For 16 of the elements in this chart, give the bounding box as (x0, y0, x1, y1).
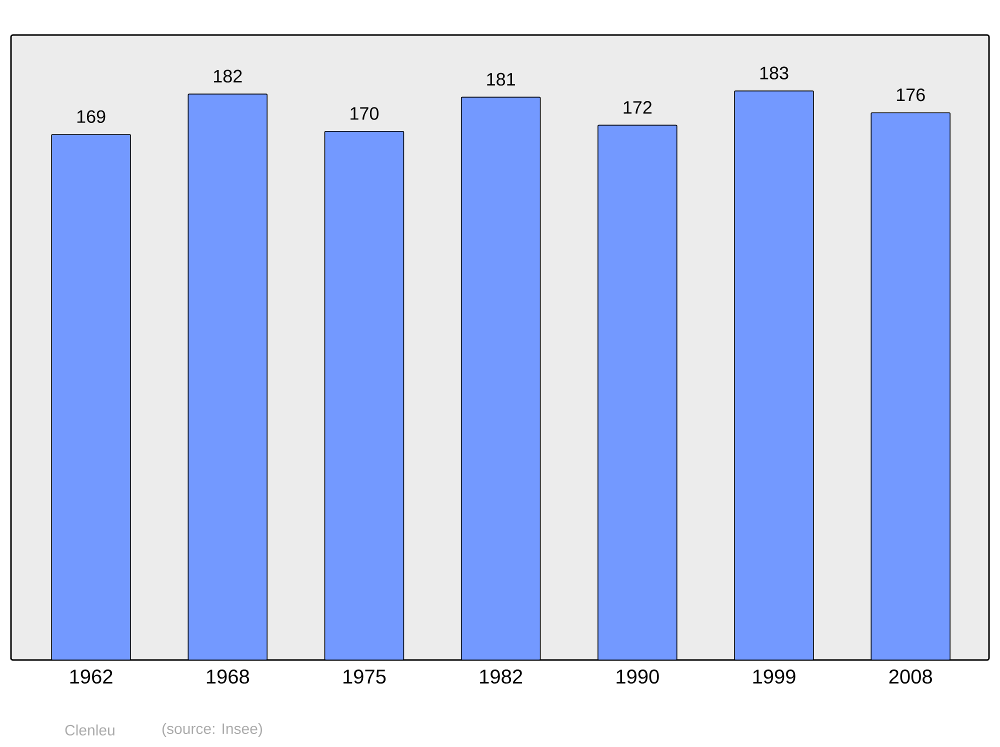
text: (source: Insee) (162, 723, 262, 737)
data-label: 181 (487, 72, 515, 86)
text: Clenleu (65, 724, 114, 736)
x-tick-label: 1982 (480, 670, 522, 684)
x-tick-label: 1968 (206, 670, 250, 684)
data-label: 170 (350, 107, 379, 120)
data-label: 183 (760, 66, 788, 80)
x-tick-label: 1990 (616, 670, 659, 684)
x-tick-label: 1962 (70, 670, 112, 684)
data-label: 176 (896, 88, 925, 102)
data-label: 169 (77, 110, 106, 123)
x-tick-label: 1975 (344, 670, 386, 684)
x-tick-label: 1999 (753, 670, 796, 684)
x-tick-label: 2008 (889, 670, 932, 684)
data-label: 182 (214, 70, 242, 83)
data-label: 172 (624, 101, 652, 114)
